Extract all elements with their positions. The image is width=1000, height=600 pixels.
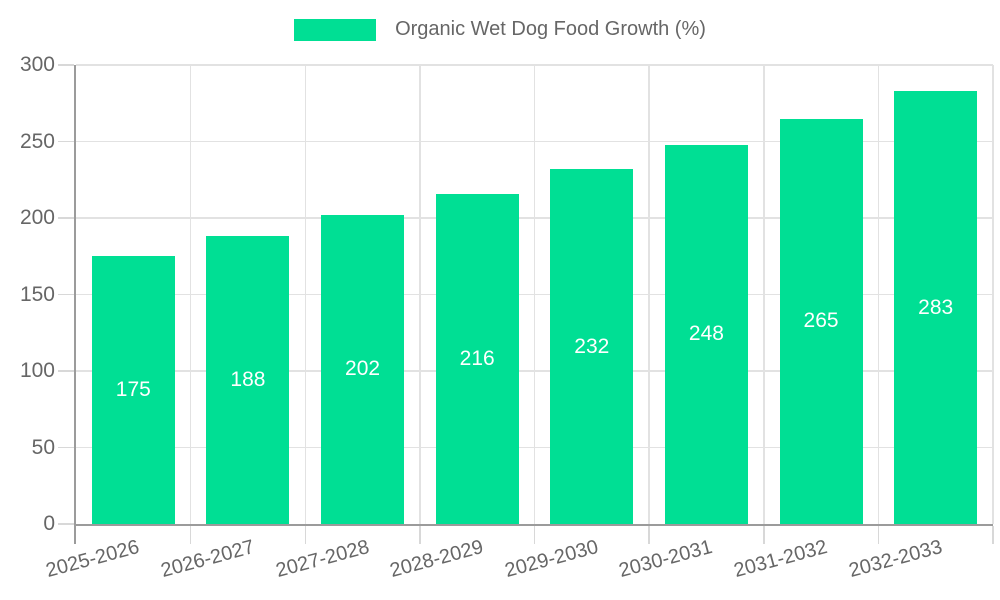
x-axis-tick: [304, 526, 306, 544]
bar: 202: [321, 214, 405, 524]
y-axis-tick: [58, 64, 74, 66]
y-axis-tick-label: 100: [19, 359, 55, 382]
legend[interactable]: Organic Wet Dog Food Growth (%): [0, 18, 1000, 41]
bar-value-label: 232: [574, 334, 610, 358]
y-axis-tick: [58, 217, 74, 219]
plot-area: 0 50 100 150 200 250 300 175 2025-2026 188 2026-20…: [20, 53, 994, 582]
bar: 216: [435, 193, 519, 524]
bar-value-label: 283: [918, 295, 954, 319]
x-axis-tick: [648, 526, 650, 544]
y-axis-tick: [58, 293, 74, 296]
bar-value-label: 175: [115, 378, 151, 402]
legend-swatch: [294, 18, 377, 41]
gridline-vertical: [419, 65, 421, 524]
bar: 283: [894, 91, 978, 524]
y-axis-tick: [58, 446, 74, 449]
gridline-vertical: [992, 65, 994, 524]
y-axis-tick-label: 0: [43, 512, 55, 535]
x-axis-tick: [763, 526, 765, 544]
bar-value-label: 248: [688, 322, 724, 346]
bar: 232: [550, 169, 634, 524]
x-axis-tick: [189, 526, 192, 544]
y-axis-tick: [58, 523, 74, 525]
y-axis-tick-label: 50: [31, 435, 55, 459]
gridline-vertical: [763, 65, 765, 524]
y-axis-tick-label: 200: [19, 206, 55, 229]
y-axis-tick-label: 300: [19, 53, 55, 76]
bar: 188: [206, 236, 290, 524]
bar: 248: [664, 144, 748, 524]
legend-label: Organic Wet Dog Food Growth (%): [395, 18, 706, 40]
x-axis-tick: [419, 526, 421, 544]
gridline-vertical: [877, 65, 880, 524]
y-axis-line-extension: [74, 526, 76, 544]
bar-value-label: 265: [803, 309, 839, 333]
gridline-vertical: [648, 65, 650, 524]
x-axis-tick: [877, 526, 880, 544]
x-axis-tick: [992, 526, 994, 544]
bar-value-label: 202: [345, 357, 381, 381]
gridline-vertical: [189, 65, 192, 524]
gridline-vertical: [304, 65, 306, 524]
y-axis-tick-label: 150: [19, 282, 55, 306]
bar: 265: [779, 118, 863, 524]
y-axis-tick-label: 250: [19, 129, 55, 153]
bar-value-label: 216: [459, 346, 495, 370]
gridline-vertical: [533, 65, 536, 524]
x-axis-tick: [533, 526, 536, 544]
y-axis-tick: [58, 370, 74, 372]
bar: 175: [91, 256, 175, 524]
y-axis-tick: [58, 140, 74, 143]
bar-value-label: 188: [230, 368, 266, 392]
